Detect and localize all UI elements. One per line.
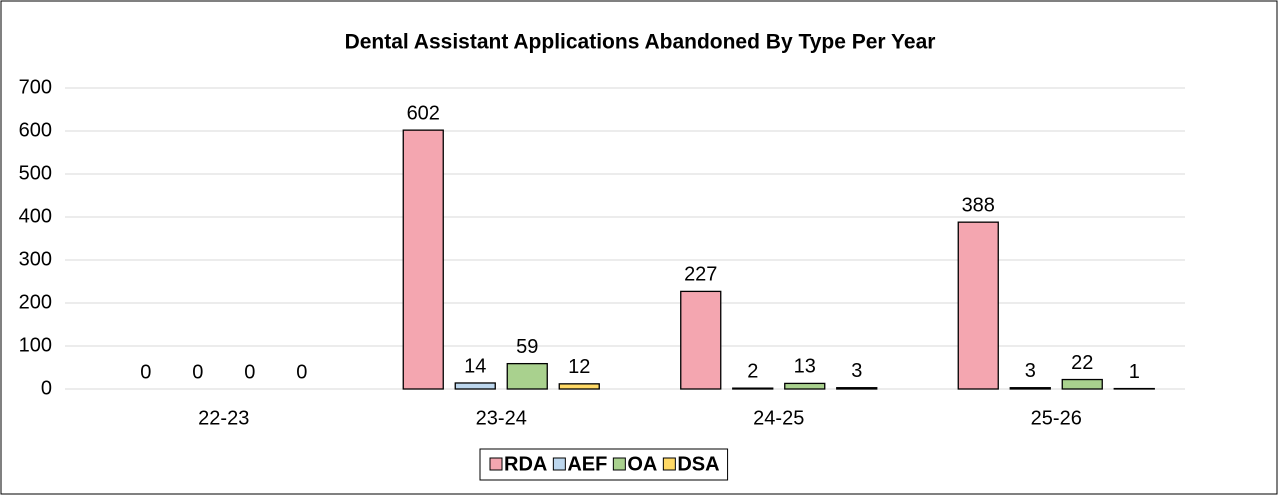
value-label: 59: [516, 336, 538, 358]
value-label: 3: [1025, 360, 1036, 382]
legend-swatch: [612, 457, 626, 471]
value-label: 1: [1129, 361, 1140, 383]
y-tick-label: 300: [19, 248, 52, 270]
bar: [1009, 387, 1051, 390]
legend-label: DSA: [677, 453, 719, 475]
legend: RDA AEF OA DSA: [479, 448, 729, 481]
value-label: 3: [851, 360, 862, 382]
y-tick-label: 100: [19, 334, 52, 356]
y-tick-label: 400: [19, 205, 52, 227]
bar: [402, 129, 444, 390]
value-label: 0: [296, 361, 307, 383]
value-label: 602: [407, 102, 440, 124]
legend-label: OA: [627, 453, 657, 475]
x-tick-label: 25-26: [1031, 407, 1082, 429]
x-tick-label: 24-25: [753, 407, 804, 429]
legend-swatch: [489, 457, 503, 471]
bar: [680, 290, 722, 390]
legend-box: [479, 448, 729, 481]
x-tick-label: 22-23: [198, 407, 249, 429]
value-label: 227: [684, 264, 717, 286]
bar: [454, 382, 496, 390]
chart-title: Dental Assistant Applications Abandoned …: [345, 31, 936, 54]
value-label: 12: [568, 356, 590, 378]
bar: [957, 221, 999, 390]
bar: [732, 387, 774, 390]
value-label: 0: [244, 361, 255, 383]
legend-label: RDA: [504, 453, 547, 475]
value-label: 0: [192, 361, 203, 383]
y-tick-label: 500: [19, 162, 52, 184]
bar: [784, 382, 826, 390]
value-label: 0: [140, 361, 151, 383]
value-label: 22: [1071, 352, 1093, 374]
value-label: 2: [747, 360, 758, 382]
legend-swatch: [552, 457, 566, 471]
x-tick-label: 23-24: [476, 407, 527, 429]
value-label: 388: [962, 194, 995, 216]
y-tick-label: 200: [19, 291, 52, 313]
legend-label: AEF: [567, 453, 607, 475]
value-label: 13: [794, 356, 816, 378]
y-tick-label: 700: [19, 76, 52, 98]
y-tick-label: 0: [41, 377, 52, 399]
legend-swatch: [662, 457, 676, 471]
bar: [836, 387, 878, 390]
bar: [506, 362, 548, 390]
bar: [558, 383, 600, 390]
y-tick-label: 600: [19, 119, 52, 141]
value-label: 14: [464, 355, 486, 377]
bar: [1061, 378, 1103, 390]
